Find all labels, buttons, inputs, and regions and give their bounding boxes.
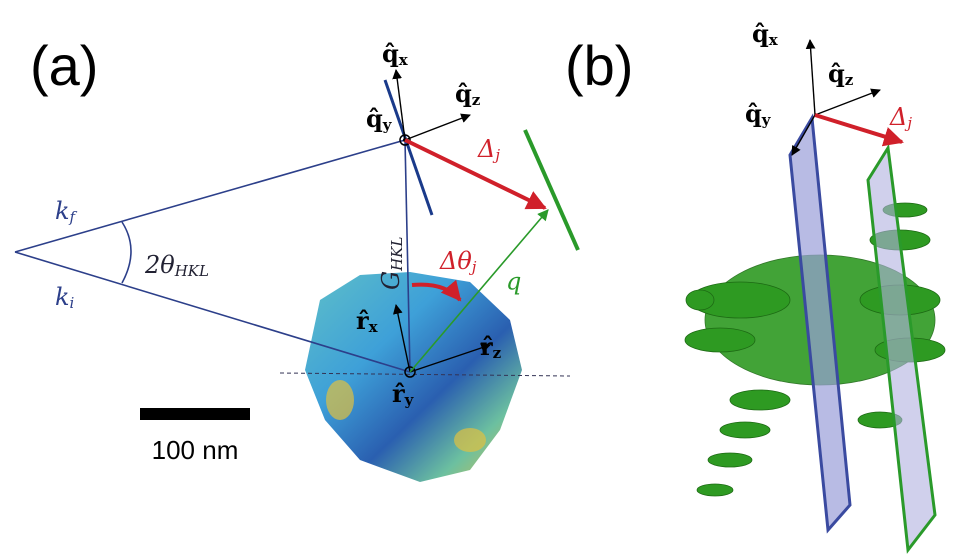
panel-label: (a)	[30, 34, 98, 97]
label: kf	[55, 197, 78, 227]
label-base: Δ	[889, 103, 907, 131]
label: Δj	[889, 103, 912, 133]
plane	[788, 113, 852, 534]
origin	[404, 366, 416, 378]
label-base: r̂	[392, 379, 405, 408]
label-sub: j	[492, 146, 500, 164]
axes	[791, 39, 881, 156]
label-sub: x	[399, 51, 409, 69]
label: r̂y	[392, 379, 415, 410]
label-sub: x	[369, 318, 379, 336]
label-sub: x	[769, 31, 779, 49]
plane	[866, 143, 937, 554]
q-label: q	[506, 268, 521, 296]
delta-arrow	[404, 138, 547, 210]
q-arrow	[409, 209, 549, 373]
panel-b: (b) q̂xq̂zq̂y Δj	[565, 19, 946, 554]
label-sub: y	[382, 116, 393, 134]
label-base: q̂	[366, 104, 383, 133]
label-base: 2θ	[144, 251, 175, 279]
label-base: G	[377, 271, 405, 290]
dtheta-arrow	[411, 279, 462, 302]
label: Δj	[477, 135, 500, 165]
label: ki	[55, 283, 75, 313]
label-sub: HKL	[388, 237, 406, 272]
label: 2θHKL	[144, 251, 209, 281]
label: r̂z	[480, 332, 502, 363]
plane-edge	[383, 79, 434, 216]
label-sub: i	[70, 294, 75, 312]
label-base: k	[55, 197, 70, 225]
label-base: r̂	[356, 306, 369, 335]
label: q̂y	[745, 99, 772, 130]
label-sub: z	[493, 344, 502, 362]
label-base: k	[55, 283, 70, 311]
particle	[305, 272, 522, 482]
label-sub: HKL	[174, 262, 209, 280]
plane-edge	[523, 129, 580, 251]
label-base: r̂	[480, 332, 493, 361]
label: q̂z	[828, 59, 854, 90]
label-base: q̂	[828, 59, 845, 88]
label-sub: z	[472, 91, 481, 109]
label-sub: f	[69, 208, 78, 226]
label: q̂y	[366, 104, 393, 135]
label-base: q̂	[382, 39, 399, 68]
origin	[399, 134, 411, 146]
label-base: Δθ	[439, 247, 472, 275]
label-sub: z	[845, 71, 854, 89]
label-sub: j	[469, 258, 477, 276]
label-sub: j	[904, 114, 912, 132]
label-base: Δ	[477, 135, 495, 163]
scale-label: 100 nm	[152, 435, 239, 465]
panel-label: (b)	[565, 34, 633, 97]
scale-bar	[140, 408, 250, 420]
delta-arrow	[814, 113, 904, 147]
label: Δθj	[439, 247, 477, 277]
scattering-lines	[14, 139, 411, 373]
label-base: q̂	[752, 19, 769, 48]
label: q̂x	[382, 39, 409, 70]
label-base: q̂	[745, 99, 762, 128]
label: q̂z	[455, 79, 481, 110]
particle-spot	[454, 428, 486, 452]
label-sub: y	[761, 111, 772, 129]
axes	[392, 69, 491, 373]
dashed-line	[279, 372, 571, 377]
label: GHKL	[377, 237, 407, 290]
particle-spot	[326, 380, 354, 420]
label-sub: y	[404, 391, 415, 409]
label: q̂x	[752, 19, 779, 50]
label: r̂x	[356, 306, 379, 337]
label-base: q̂	[455, 79, 472, 108]
